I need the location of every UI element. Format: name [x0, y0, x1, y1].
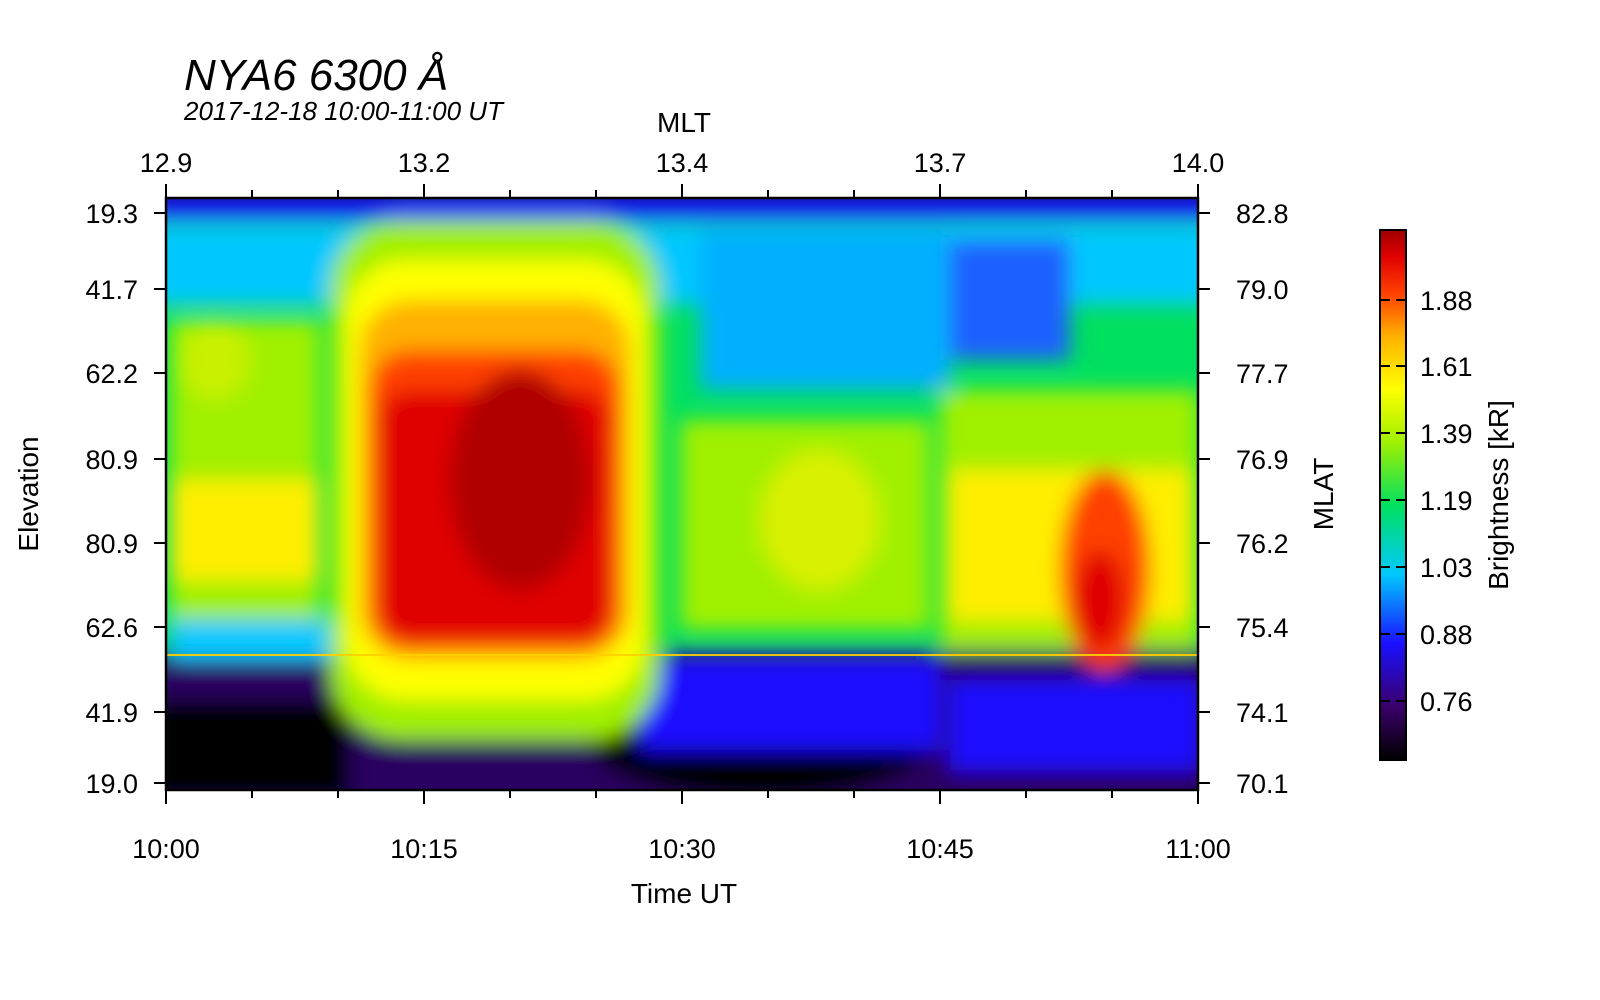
x-tick-label: 10:30: [648, 834, 716, 864]
right-axis-label: MLAT: [1308, 458, 1339, 531]
right-tick-label: 79.0: [1236, 275, 1289, 305]
colorbar-ticks: 0.76 0.88 1.03 1.19 1.39 1.61 1.88: [1380, 286, 1473, 717]
right-tick-label: 77.7: [1236, 359, 1289, 389]
colorbar-tick-label: 0.88: [1420, 620, 1473, 650]
colorbar-label: Brightness [kR]: [1483, 400, 1514, 590]
right-tick-label: 76.2: [1236, 529, 1289, 559]
x-axis-label: Time UT: [631, 878, 737, 909]
y-axis-label: Elevation: [13, 436, 44, 551]
y-tick-label: 62.6: [85, 613, 138, 643]
colorbar-tick-label: 1.03: [1420, 553, 1473, 583]
y-tick-label: 19.0: [85, 769, 138, 799]
y-tick-label: 41.9: [85, 698, 138, 728]
top-axis: 12.9 13.2 13.4 13.7 14.0: [140, 148, 1225, 198]
chart-subtitle: 2017-12-18 10:00-11:00 UT: [183, 96, 505, 126]
y-tick-label: 19.3: [85, 199, 138, 229]
left-axis: 19.3 41.7 62.2 80.9 80.9 62.6 41.9 19.0: [85, 199, 166, 799]
top-tick-label: 12.9: [140, 148, 193, 178]
y-tick-label: 41.7: [85, 275, 138, 305]
x-tick-label: 10:15: [390, 834, 458, 864]
colorbar-tick-label: 1.39: [1420, 419, 1473, 449]
colorbar-tick-label: 1.61: [1420, 352, 1473, 382]
chart-title: NYA6 6300 Å: [184, 51, 448, 100]
x-tick-label: 11:00: [1165, 834, 1231, 864]
bottom-axis: 10:00 10:15 10:30 10:45 11:00: [132, 790, 1231, 864]
top-tick-label: 13.7: [914, 148, 967, 178]
y-tick-label: 80.9: [85, 445, 138, 475]
x-tick-label: 10:00: [132, 834, 200, 864]
top-tick-label: 13.4: [656, 148, 709, 178]
top-tick-label: 13.2: [398, 148, 451, 178]
y-tick-label: 80.9: [85, 529, 138, 559]
right-axis: 82.8 79.0 77.7 76.9 76.2 75.4 74.1 70.1: [1198, 199, 1289, 799]
colorbar-tick-label: 1.19: [1420, 486, 1473, 516]
y-tick-label: 62.2: [85, 359, 138, 389]
top-tick-label: 14.0: [1172, 148, 1225, 178]
colorbar-tick-label: 1.88: [1420, 286, 1473, 316]
colorbar-tick-label: 0.76: [1420, 687, 1473, 717]
x-tick-label: 10:45: [906, 834, 974, 864]
right-tick-label: 76.9: [1236, 445, 1289, 475]
right-tick-label: 70.1: [1236, 769, 1289, 799]
right-tick-label: 75.4: [1236, 613, 1289, 643]
heatmap-image: [166, 198, 1198, 790]
colorbar: [1379, 229, 1407, 761]
top-axis-label: MLT: [657, 107, 711, 138]
right-tick-label: 74.1: [1236, 698, 1289, 728]
right-tick-label: 82.8: [1236, 199, 1289, 229]
